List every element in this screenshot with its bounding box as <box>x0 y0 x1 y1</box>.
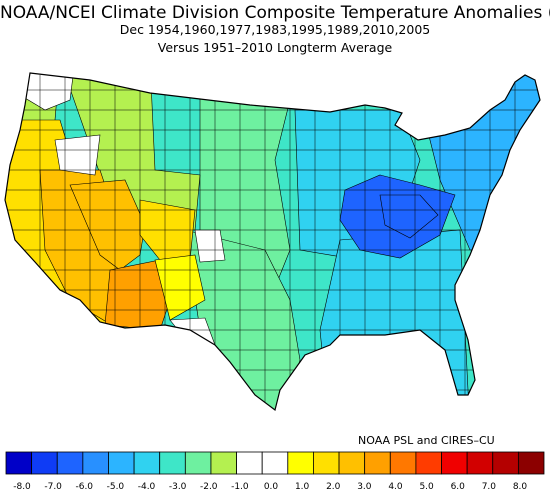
colorbar-swatch <box>415 451 442 475</box>
colorbar-tick-label: -6.0 <box>75 482 93 492</box>
colorbar-swatch <box>108 451 135 475</box>
colorbar-tick-label: -3.0 <box>169 482 187 492</box>
map-subtitle-baseline: Versus 1951–2010 Longterm Average <box>157 40 393 55</box>
colorbar-swatch <box>313 451 340 475</box>
us-anomaly-map <box>4 72 541 412</box>
us-outline <box>4 72 541 412</box>
colorbar-swatch <box>466 451 494 475</box>
colorbar-tick-label: 5.0 <box>419 482 434 492</box>
colorbar-tick-label: 2.0 <box>326 482 341 492</box>
colorbar-swatch <box>56 451 84 475</box>
region-colorado-front <box>194 229 226 263</box>
colorbar-swatch <box>492 451 519 475</box>
colorbar-swatch <box>441 451 468 475</box>
colorbar-swatch <box>31 451 58 475</box>
region-appalachians <box>379 194 439 239</box>
colorbar-swatch <box>210 451 237 475</box>
colorbar-tick-label: 1.0 <box>295 482 310 492</box>
colorbar-tick-label: 8.0 <box>513 482 528 492</box>
colorbar-tick-label: 7.0 <box>482 482 497 492</box>
colorbar-swatch <box>159 451 186 475</box>
colorbar-tick-label: 3.0 <box>357 482 372 492</box>
colorbar-swatch <box>389 451 417 475</box>
colorbar-tick-label: 6.0 <box>451 482 466 492</box>
colorbar-swatch <box>236 451 263 475</box>
map-subtitle-years: Dec 1954,1960,1977,1983,1995,1989,2010,2… <box>119 22 431 37</box>
colorbar-tick-label: -7.0 <box>44 482 62 492</box>
colorbar-tick-label: 0.0 <box>264 482 279 492</box>
colorbar-swatch <box>82 451 109 475</box>
colorbar-swatch <box>261 451 289 475</box>
colorbar-swatch <box>338 451 366 475</box>
colorbar-swatch <box>5 451 33 475</box>
colorbar-tick-label: -2.0 <box>200 482 218 492</box>
colorbar-tick-label: -8.0 <box>13 482 31 492</box>
colorbar-tick-label: 4.0 <box>388 482 403 492</box>
map-title: NOAA/NCEI Climate Division Composite Tem… <box>0 3 550 23</box>
colorbar-swatch <box>287 451 314 475</box>
colorbar-swatch <box>133 451 161 475</box>
colorbar-tick-label: -1.0 <box>231 482 249 492</box>
anomaly-colorbar: -8.0 -7.0 -6.0 -5.0 -4.0 -3.0 -2.0 -1.0 0.0 1.0 2.… <box>5 451 545 492</box>
colorbar-swatch <box>184 451 212 475</box>
colorbar-swatch <box>517 451 545 475</box>
credit-label: NOAA PSL and CIRES–CU <box>358 434 495 447</box>
colorbar-swatch <box>364 451 391 475</box>
colorbar-tick-label: -4.0 <box>138 482 156 492</box>
colorbar-tick-label: -5.0 <box>107 482 125 492</box>
region-idaho-panhandle <box>54 134 101 176</box>
